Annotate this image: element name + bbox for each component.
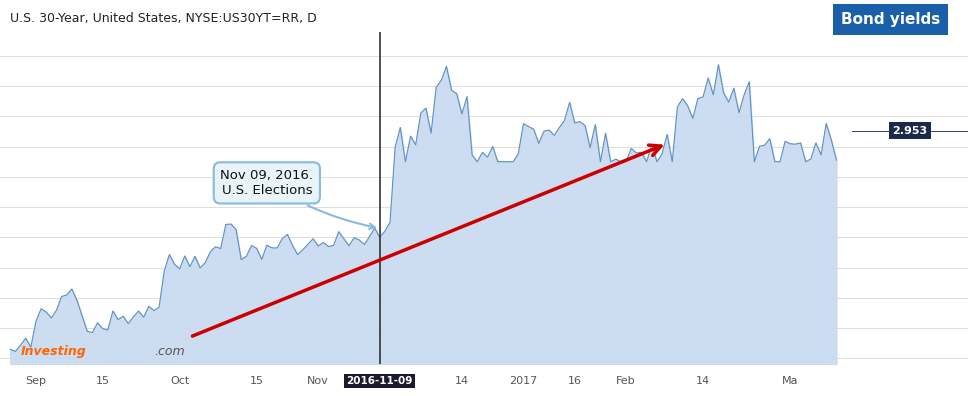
Text: Ma: Ma bbox=[782, 377, 799, 386]
Text: .com: .com bbox=[154, 345, 185, 358]
Text: 14: 14 bbox=[696, 377, 711, 386]
Text: Oct: Oct bbox=[170, 377, 189, 386]
Text: 2016-11-09: 2016-11-09 bbox=[347, 377, 413, 386]
Text: Dec: Dec bbox=[384, 377, 406, 386]
Text: 15: 15 bbox=[250, 377, 263, 386]
Text: 14: 14 bbox=[455, 377, 469, 386]
Text: Bond yields: Bond yields bbox=[841, 12, 940, 27]
Text: Nov 09, 2016.
U.S. Elections: Nov 09, 2016. U.S. Elections bbox=[221, 169, 375, 229]
Text: Feb: Feb bbox=[617, 377, 636, 386]
Text: U.S. 30-Year, United States, NYSE:US30YT=RR, D: U.S. 30-Year, United States, NYSE:US30YT… bbox=[10, 12, 317, 25]
Text: Nov: Nov bbox=[307, 377, 329, 386]
Text: 16: 16 bbox=[568, 377, 582, 386]
Text: 2.953: 2.953 bbox=[892, 126, 927, 135]
Text: Sep: Sep bbox=[25, 377, 46, 386]
Text: 15: 15 bbox=[96, 377, 109, 386]
Text: 2017: 2017 bbox=[509, 377, 537, 386]
Text: Investing: Investing bbox=[20, 345, 86, 358]
